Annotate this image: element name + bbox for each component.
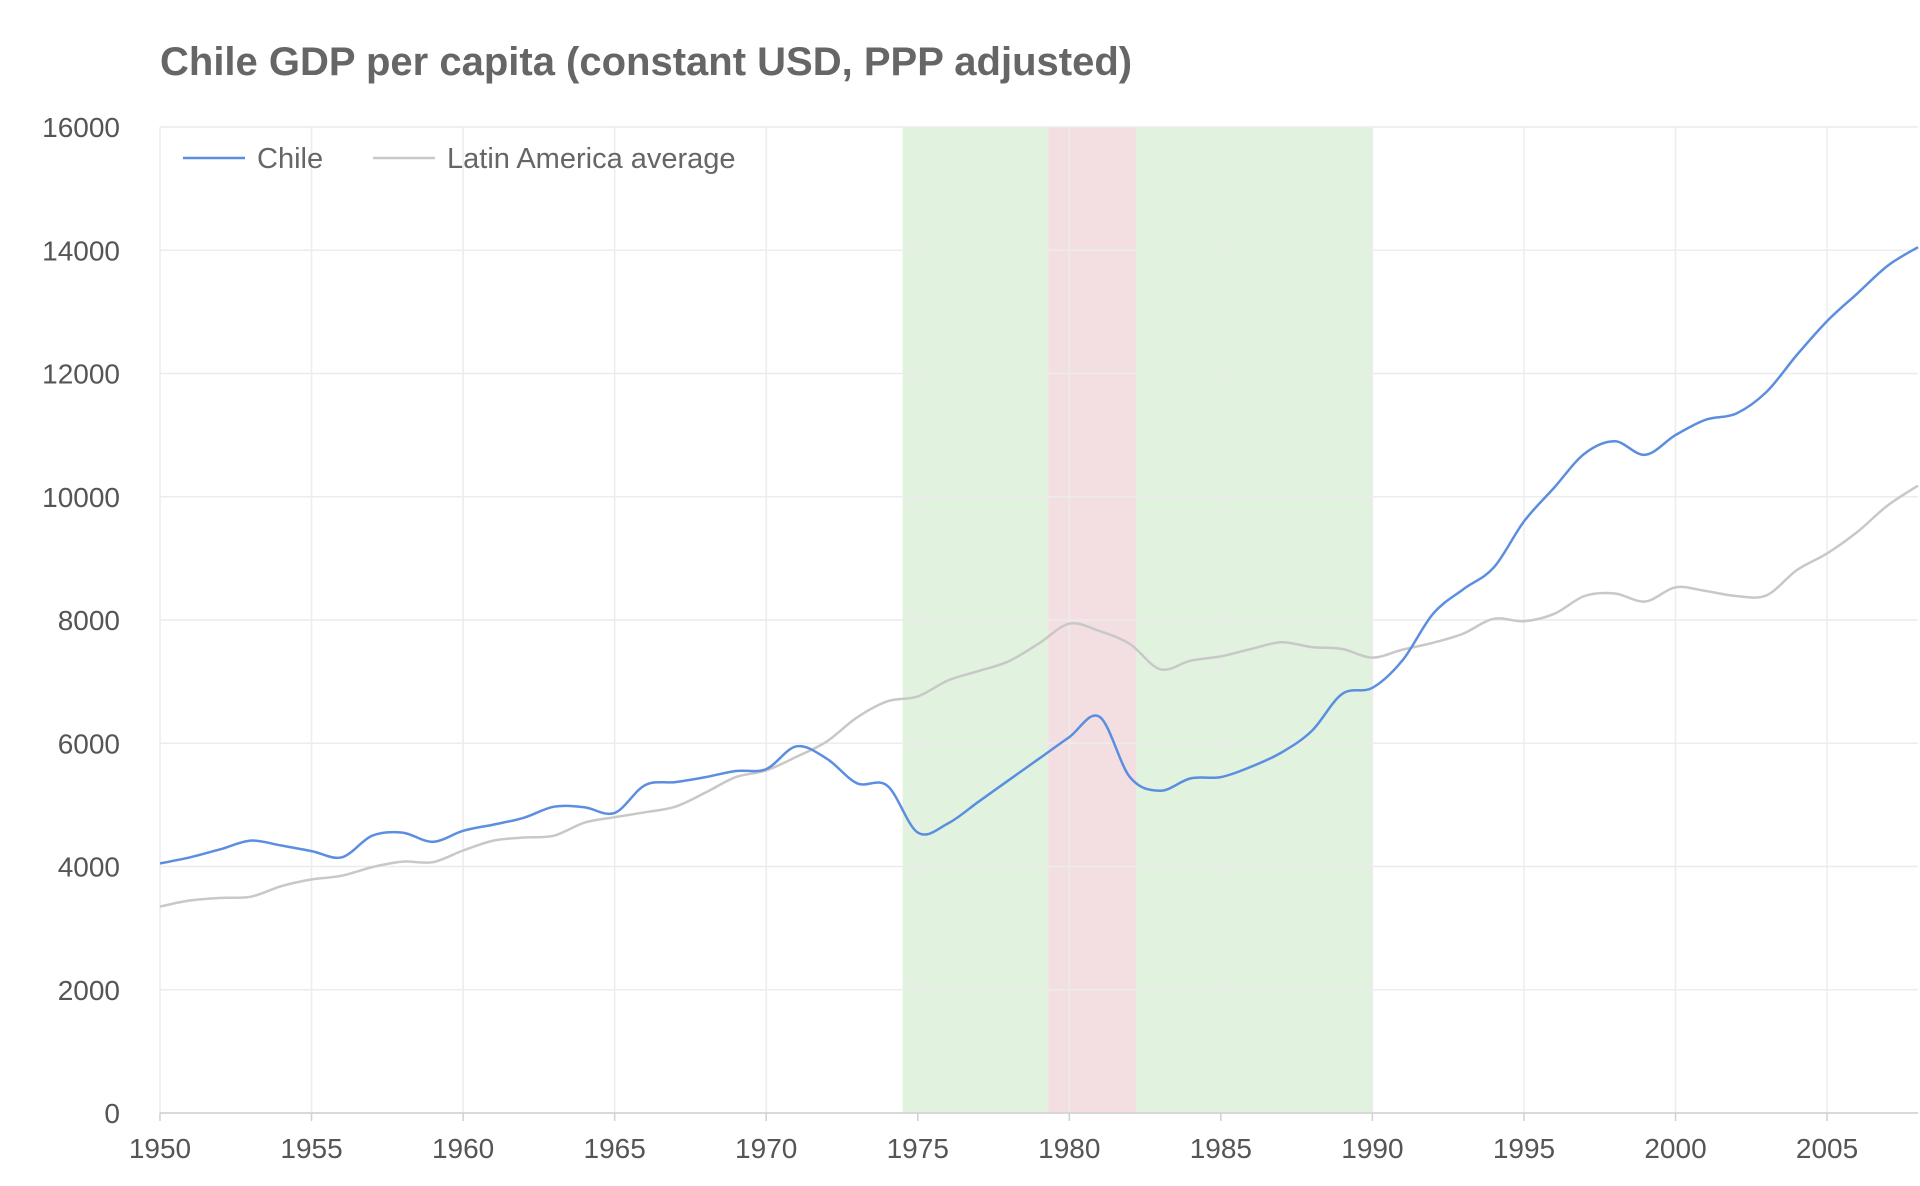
y-tick-label: 16000 [42,112,120,143]
x-tick-label: 1990 [1341,1133,1403,1164]
series-lines [159,246,1919,908]
legend: Chile Latin America average [183,143,736,175]
x-tick-label: 1995 [1493,1133,1555,1164]
y-tick-label: 2000 [58,975,120,1006]
series-line-latin-america-average [159,484,1919,908]
y-tick-label: 8000 [58,605,120,636]
axes: 0 2000 4000 6000 8000 10000 12000 14000 16000 195… [42,112,1918,1164]
x-tick-label: 1965 [584,1133,646,1164]
y-tick-label: 0 [104,1098,120,1129]
x-tick-label: 1960 [432,1133,494,1164]
legend-label-chile: Chile [257,143,323,175]
y-tick-label: 14000 [42,235,120,266]
x-tick-label: 1950 [129,1133,191,1164]
x-tick-label: 1970 [735,1133,797,1164]
x-tick-label: 1975 [887,1133,949,1164]
y-tick-label: 12000 [42,359,120,390]
y-tick-label: 4000 [58,852,120,883]
x-tick-label: 1955 [280,1133,342,1164]
legend-label-latin-america-average: Latin America average [447,143,736,175]
x-tick-label: 2005 [1796,1133,1858,1164]
x-tick-label: 1980 [1038,1133,1100,1164]
chart-title: Chile GDP per capita (constant USD, PPP … [160,40,1133,84]
series-line-chile [159,246,1919,865]
x-tick-label: 1985 [1190,1133,1252,1164]
y-tick-label: 10000 [42,482,120,513]
x-tick-label: 2000 [1644,1133,1706,1164]
y-tick-label: 6000 [58,728,120,759]
